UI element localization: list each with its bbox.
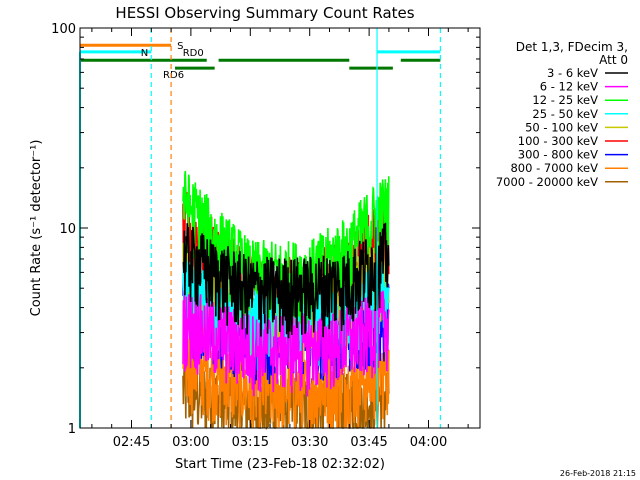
legend-label-25-50-kev: 25 - 50 keV <box>532 107 598 121</box>
legend-entry-3-6-kev: 3 - 6 keV <box>547 66 628 80</box>
legend-entry-7000-20000-kev: 7000 - 20000 keV <box>496 175 628 189</box>
legend-label-12-25-kev: 12 - 25 keV <box>532 93 598 107</box>
x-axis-label: Start Time (23-Feb-18 02:32:02) <box>175 457 385 472</box>
legend-entry-25-50-kev: 25 - 50 keV <box>532 107 628 121</box>
flag-rd0: RD0 <box>80 48 441 62</box>
legend-entry-100-300-kev: 100 - 300 keV <box>518 134 628 148</box>
x-tick-label-1: 03:00 <box>172 435 209 450</box>
series-layer <box>182 170 390 431</box>
series-trace-6-12-kev <box>182 290 390 397</box>
series-6-12-kev <box>182 290 390 397</box>
legend-entry-12-25-kev: 12 - 25 keV <box>532 93 628 107</box>
legend-label-7000-20000-kev: 7000 - 20000 keV <box>496 175 598 189</box>
legend-entry-300-800-kev: 300 - 800 keV <box>518 148 628 162</box>
x-tick-label-0: 02:45 <box>113 435 150 450</box>
y-axis-label: Count Rate (s⁻¹ detector⁻¹) <box>29 140 44 317</box>
legend-header-line1: Det 1,3, FDecim 3, <box>516 40 628 54</box>
flag-label-rd6: RD6 <box>163 70 184 81</box>
footer-timestamp: 26-Feb-2018 21:15 <box>560 469 636 478</box>
legend-label-6-12-kev: 6 - 12 keV <box>540 80 598 94</box>
y-tick-label-1: 10 <box>59 222 76 237</box>
flag-s: S <box>80 41 183 52</box>
x-tick-label-3: 03:30 <box>291 435 328 450</box>
flag-layer: S N RD0 RD6 <box>80 41 441 81</box>
legend-label-300-800-kev: 300 - 800 keV <box>518 148 598 162</box>
series-3-6-kev <box>182 222 390 339</box>
series-800-7000-kev <box>182 328 390 430</box>
legend-label-3-6-kev: 3 - 6 keV <box>547 66 598 80</box>
series-trace-3-6-kev <box>182 222 390 339</box>
series-trace-800-7000-kev <box>182 328 390 430</box>
flag-rd6: RD6 <box>163 66 393 81</box>
flag-label-n: N <box>141 48 148 59</box>
legend-entry-800-7000-kev: 800 - 7000 keV <box>510 161 628 175</box>
x-tick-label-5: 04:00 <box>410 435 447 450</box>
flag-label-rd0: RD0 <box>183 48 204 59</box>
x-tick-label-4: 03:45 <box>350 435 387 450</box>
flag-label-s: S <box>177 41 183 52</box>
flag-n: N <box>80 48 441 59</box>
legend-label-800-7000-kev: 800 - 7000 keV <box>510 161 598 175</box>
legend-header-line2: Att 0 <box>599 53 628 67</box>
legend-entry-50-100-kev: 50 - 100 keV <box>525 120 628 134</box>
series-trace-12-25-kev <box>182 170 390 324</box>
y-tick-label-2: 100 <box>51 22 76 37</box>
legend-label-100-300-kev: 100 - 300 keV <box>518 134 598 148</box>
legend-entry-6-12-kev: 6 - 12 keV <box>540 80 628 94</box>
series-12-25-kev <box>182 170 390 324</box>
y-tick-label-0: 1 <box>68 422 76 437</box>
legend-label-50-100-kev: 50 - 100 keV <box>525 120 598 134</box>
axis-layer: 02:45 03:00 03:15 03:30 03:45 04:00 1 10 100 <box>51 22 480 450</box>
x-tick-label-2: 03:15 <box>232 435 269 450</box>
chart-title: HESSI Observing Summary Count Rates <box>115 4 414 22</box>
